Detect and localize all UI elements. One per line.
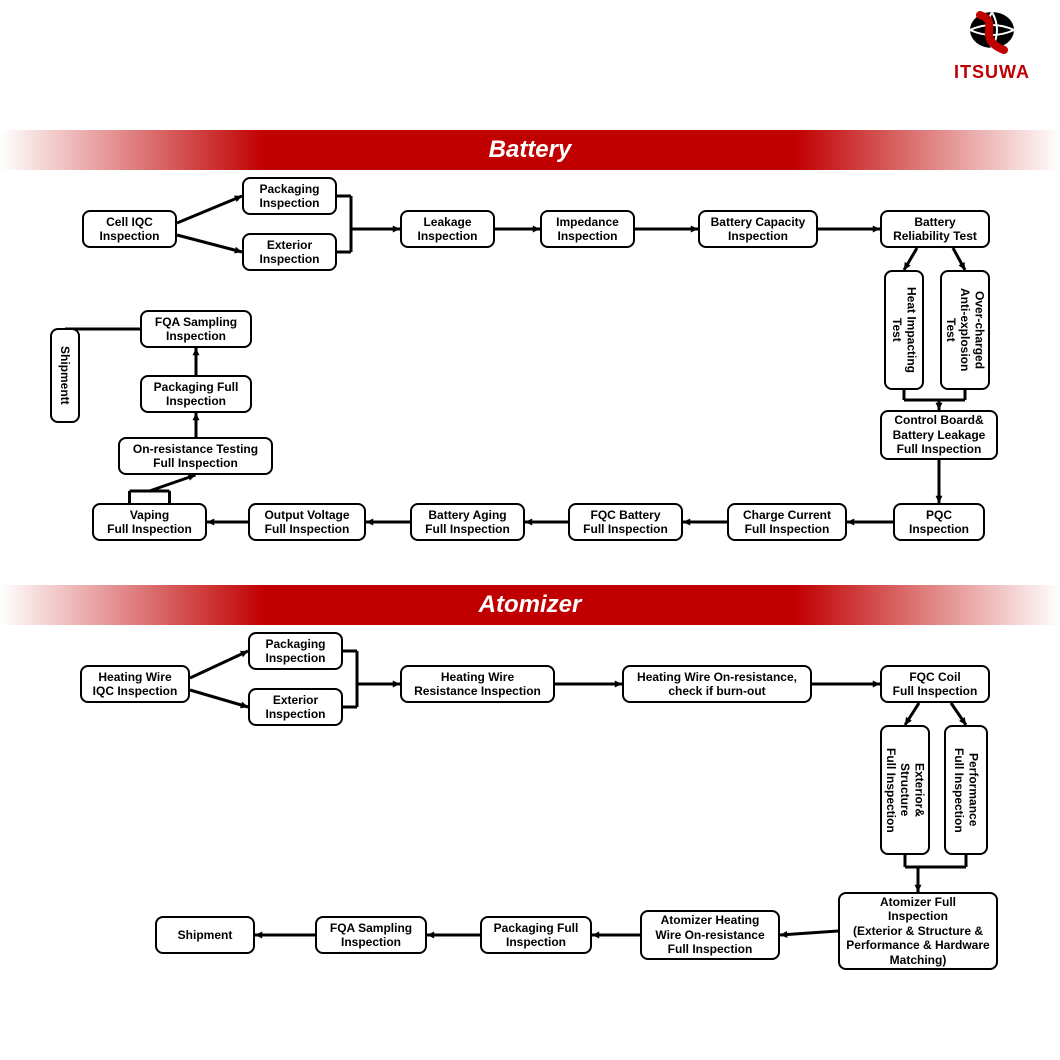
node-b18: Packaging FullInspection	[140, 375, 252, 413]
node-b1: Cell IQCInspection	[82, 210, 177, 248]
globe-icon	[962, 10, 1022, 60]
node-b8: Heat ImpactingTest	[884, 270, 924, 390]
node-b16: VapingFull Inspection	[92, 503, 207, 541]
node-b7: BatteryReliability Test	[880, 210, 990, 248]
node-b6: Battery CapacityInspection	[698, 210, 818, 248]
node-b14: Battery AgingFull Inspection	[410, 503, 525, 541]
node-a10: Atomizer HeatingWire On-resistanceFull I…	[640, 910, 780, 960]
node-a5: Heating Wire On-resistance,check if burn…	[622, 665, 812, 703]
node-a4: Heating WireResistance Inspection	[400, 665, 555, 703]
node-a6: FQC CoilFull Inspection	[880, 665, 990, 703]
node-b13: FQC BatteryFull Inspection	[568, 503, 683, 541]
node-a11: Packaging FullInspection	[480, 916, 592, 954]
node-a9: Atomizer FullInspection(Exterior & Struc…	[838, 892, 998, 970]
battery-section-header: Battery	[0, 130, 1060, 170]
node-b2: PackagingInspection	[242, 177, 337, 215]
node-a3: ExteriorInspection	[248, 688, 343, 726]
node-b9: Over-chargedAnti-explosionTest	[940, 270, 990, 390]
node-a1: Heating WireIQC Inspection	[80, 665, 190, 703]
node-b20: Shipmentt	[50, 328, 80, 423]
node-b17: On-resistance TestingFull Inspection	[118, 437, 273, 475]
node-b15: Output VoltageFull Inspection	[248, 503, 366, 541]
node-b4: LeakageInspection	[400, 210, 495, 248]
node-a8: PerformanceFull Inspection	[944, 725, 988, 855]
atomizer-section-header: Atomizer	[0, 585, 1060, 625]
node-a2: PackagingInspection	[248, 632, 343, 670]
battery-flowchart: Cell IQCInspection PackagingInspection Ext…	[0, 165, 1060, 575]
node-a12: FQA SamplingInspection	[315, 916, 427, 954]
node-a7: Exterior&StructureFull Inspection	[880, 725, 930, 855]
node-a13: Shipment	[155, 916, 255, 954]
node-b12: Charge CurrentFull Inspection	[727, 503, 847, 541]
node-b19: FQA SamplingInspection	[140, 310, 252, 348]
node-b11: PQCInspection	[893, 503, 985, 541]
node-b3: ExteriorInspection	[242, 233, 337, 271]
node-b5: ImpedanceInspection	[540, 210, 635, 248]
node-b10: Control Board&Battery LeakageFull Inspec…	[880, 410, 998, 460]
brand-name: ITSUWA	[954, 62, 1030, 83]
atomizer-flowchart: Heating WireIQC Inspection PackagingInspe…	[0, 620, 1060, 1040]
brand-logo: ITSUWA	[954, 10, 1030, 83]
